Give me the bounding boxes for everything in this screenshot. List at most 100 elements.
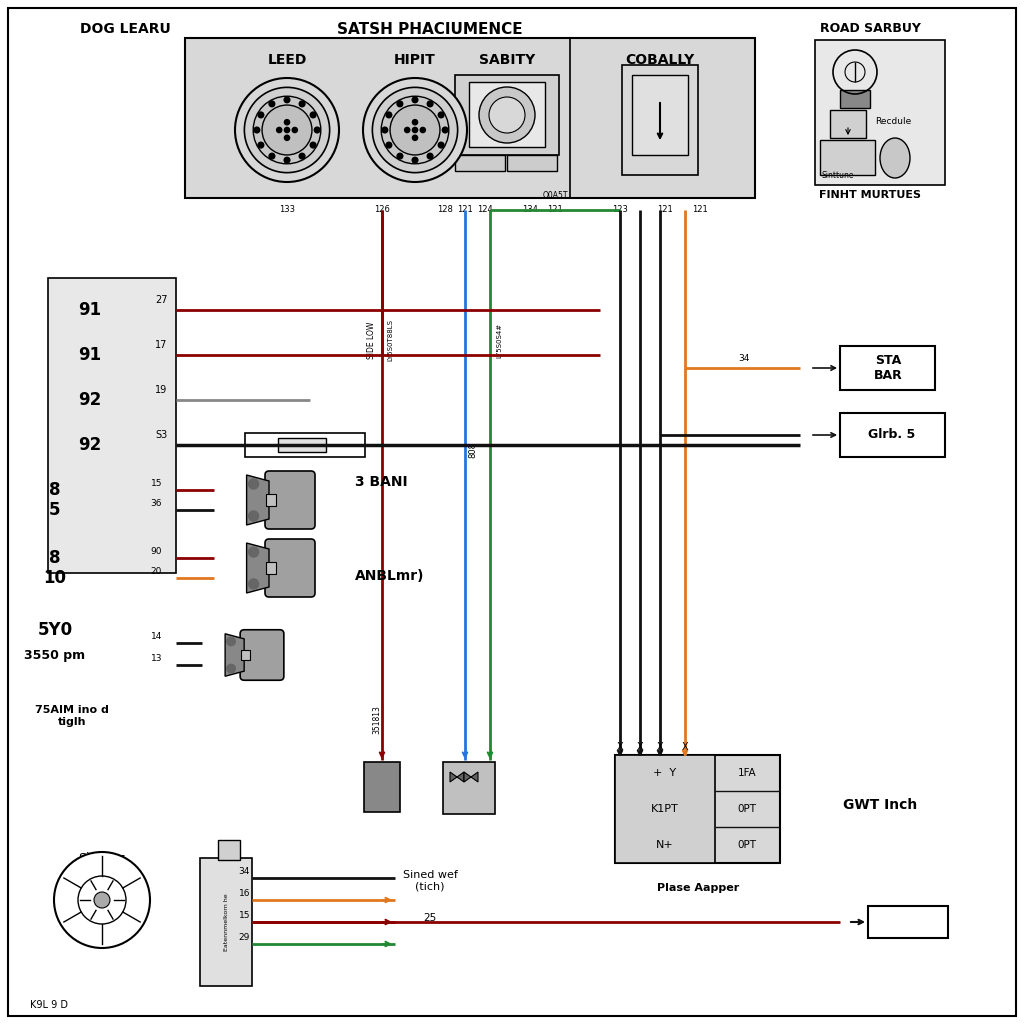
Text: 91: 91	[79, 346, 101, 364]
FancyBboxPatch shape	[241, 650, 250, 660]
Text: Sined wef
(tich): Sined wef (tich)	[402, 870, 458, 892]
Text: ROAD SARBUY: ROAD SARBUY	[819, 22, 921, 35]
FancyBboxPatch shape	[820, 140, 874, 175]
Circle shape	[412, 158, 418, 163]
Text: LEED: LEED	[267, 53, 306, 67]
Text: 126: 126	[374, 205, 390, 214]
Circle shape	[381, 96, 449, 164]
Circle shape	[310, 112, 316, 118]
Text: 15: 15	[151, 479, 162, 488]
Text: 25: 25	[423, 913, 436, 923]
Circle shape	[413, 135, 418, 140]
Text: 19: 19	[155, 385, 167, 395]
Circle shape	[438, 112, 444, 118]
FancyBboxPatch shape	[443, 762, 495, 814]
Text: 808: 808	[469, 442, 477, 458]
Circle shape	[382, 127, 388, 133]
Circle shape	[299, 101, 305, 106]
Circle shape	[249, 479, 259, 489]
Circle shape	[479, 87, 535, 143]
Text: LY5S0T88LS: LY5S0T88LS	[387, 319, 393, 361]
Text: STA
BAR: STA BAR	[873, 354, 902, 382]
Text: S3: S3	[155, 430, 167, 440]
Circle shape	[310, 142, 316, 147]
Text: 123: 123	[612, 205, 628, 214]
Text: 0PT: 0PT	[737, 840, 757, 850]
Text: X: X	[656, 742, 664, 752]
Circle shape	[397, 154, 402, 159]
Circle shape	[427, 101, 433, 106]
Text: Sinttune: Sinttune	[822, 171, 854, 179]
Polygon shape	[247, 475, 269, 525]
Text: 91: 91	[79, 301, 101, 319]
Circle shape	[299, 154, 305, 159]
Text: 134: 134	[522, 205, 538, 214]
Circle shape	[94, 892, 110, 908]
Circle shape	[427, 154, 433, 159]
Circle shape	[404, 127, 410, 132]
Circle shape	[438, 142, 444, 147]
Text: +  Y: + Y	[653, 768, 677, 778]
FancyBboxPatch shape	[265, 471, 315, 529]
Text: Glrb. 5: Glrb. 5	[868, 428, 915, 441]
Circle shape	[269, 154, 274, 159]
Circle shape	[226, 665, 236, 673]
Text: LY5S0S4#: LY5S0S4#	[496, 323, 502, 357]
Text: X: X	[637, 742, 643, 752]
Text: HIPIT: HIPIT	[394, 53, 436, 67]
FancyBboxPatch shape	[615, 755, 715, 863]
Circle shape	[258, 112, 264, 118]
FancyBboxPatch shape	[622, 65, 698, 175]
Text: X: X	[616, 742, 624, 752]
FancyBboxPatch shape	[245, 433, 365, 457]
Text: 124: 124	[477, 205, 493, 214]
Circle shape	[276, 127, 282, 132]
Text: 29: 29	[239, 933, 250, 942]
Text: 5Y0: 5Y0	[38, 621, 73, 639]
Polygon shape	[247, 543, 269, 593]
Circle shape	[386, 112, 392, 118]
Text: 128: 128	[437, 205, 453, 214]
FancyBboxPatch shape	[815, 40, 945, 185]
Circle shape	[226, 637, 236, 646]
Text: DOG LEARU: DOG LEARU	[80, 22, 171, 36]
FancyBboxPatch shape	[469, 82, 545, 147]
Text: 13: 13	[151, 654, 162, 663]
Text: X: X	[682, 742, 688, 752]
Text: K9L 9 D: K9L 9 D	[30, 1000, 68, 1010]
Text: 92: 92	[79, 436, 101, 454]
Text: 1FA: 1FA	[737, 768, 757, 778]
Text: SABITY: SABITY	[479, 53, 536, 67]
Circle shape	[292, 127, 297, 132]
Polygon shape	[225, 634, 244, 676]
Circle shape	[413, 120, 418, 125]
Text: Q0A5T: Q0A5T	[543, 191, 567, 200]
Text: 20: 20	[151, 567, 162, 575]
FancyBboxPatch shape	[830, 110, 866, 138]
Circle shape	[249, 547, 259, 557]
Text: 121: 121	[547, 205, 563, 214]
FancyBboxPatch shape	[364, 762, 400, 812]
Text: 8: 8	[49, 481, 60, 499]
Circle shape	[397, 101, 402, 106]
FancyBboxPatch shape	[266, 494, 276, 506]
Circle shape	[269, 101, 274, 106]
Text: 15: 15	[239, 911, 250, 920]
FancyBboxPatch shape	[455, 75, 559, 155]
Circle shape	[314, 127, 321, 133]
Text: 0PT: 0PT	[737, 804, 757, 814]
Text: ANBLmr): ANBLmr)	[355, 569, 425, 583]
Text: 3 BANI: 3 BANI	[355, 475, 408, 489]
Text: SATSH PHACIUMENCE: SATSH PHACIUMENCE	[337, 22, 523, 37]
Text: 5: 5	[49, 501, 60, 519]
FancyBboxPatch shape	[632, 75, 688, 155]
Text: 36: 36	[151, 499, 162, 508]
Circle shape	[234, 78, 339, 182]
FancyBboxPatch shape	[840, 413, 945, 457]
Circle shape	[373, 87, 458, 173]
FancyBboxPatch shape	[868, 906, 948, 938]
FancyBboxPatch shape	[455, 155, 505, 171]
Circle shape	[413, 127, 418, 132]
FancyBboxPatch shape	[278, 438, 326, 452]
Polygon shape	[450, 772, 464, 782]
